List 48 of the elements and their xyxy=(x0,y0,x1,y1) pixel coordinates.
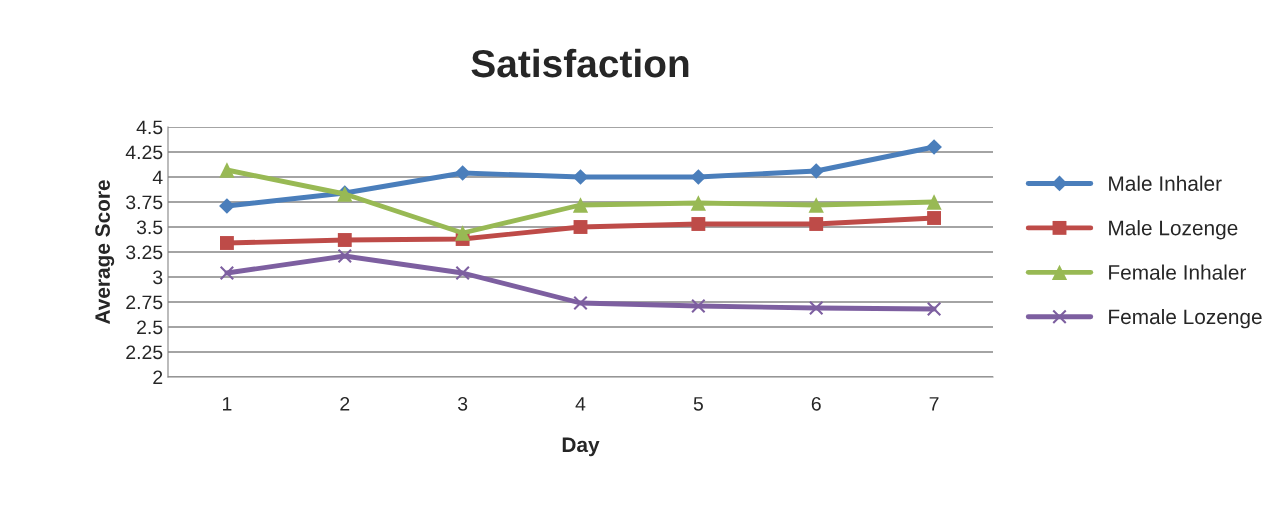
x-tick-label: 1 xyxy=(223,397,232,411)
point xyxy=(454,165,471,181)
y-axis-title: Average Score xyxy=(95,180,115,325)
x-tick-label: 2 xyxy=(340,396,350,411)
legend-label: Female Inhaler xyxy=(1109,264,1247,280)
x-tick-label: 3 xyxy=(457,396,468,411)
point xyxy=(337,248,353,264)
y-tick-label: 2 xyxy=(153,370,163,385)
x-tick-label: 5 xyxy=(693,397,703,411)
legend-label: Male Lozenge xyxy=(1109,220,1238,240)
legend-label: Male Inhaler xyxy=(1109,175,1222,191)
point xyxy=(926,301,942,317)
point xyxy=(808,300,824,316)
point xyxy=(691,217,706,231)
point xyxy=(219,162,235,178)
x-tick-label: 7 xyxy=(929,397,939,411)
point xyxy=(691,298,706,314)
y-tick-label: 4.5 xyxy=(136,120,163,135)
legend-label: Female Lozenge xyxy=(1109,308,1262,329)
point xyxy=(809,217,824,231)
point xyxy=(690,195,706,211)
point xyxy=(927,211,942,225)
point xyxy=(572,197,589,213)
point xyxy=(219,265,235,281)
point xyxy=(455,265,470,281)
chart-title: Satisfaction xyxy=(471,48,689,78)
point xyxy=(455,225,471,241)
y-tick-label: 3.25 xyxy=(126,245,163,260)
point xyxy=(573,220,588,234)
point xyxy=(926,139,942,155)
y-tick-label: 2.5 xyxy=(137,320,163,335)
y-tick-label: 4.25 xyxy=(125,145,163,160)
point xyxy=(573,295,588,311)
y-tick-label: 4 xyxy=(152,170,163,185)
x-tick-label: 6 xyxy=(811,396,821,411)
x-tick-label: 4 xyxy=(575,397,586,411)
y-tick-label: 3.5 xyxy=(136,220,163,235)
point xyxy=(219,236,234,250)
point xyxy=(808,163,825,179)
x-axis-title: Day xyxy=(562,437,600,457)
point xyxy=(808,197,824,213)
point xyxy=(926,194,942,210)
y-tick-label: 3.75 xyxy=(126,195,163,210)
y-tick-label: 3 xyxy=(153,270,163,285)
y-tick-label: 2.75 xyxy=(126,295,163,310)
point xyxy=(219,198,235,214)
point xyxy=(337,233,352,247)
y-tick-label: 2.25 xyxy=(126,345,163,360)
